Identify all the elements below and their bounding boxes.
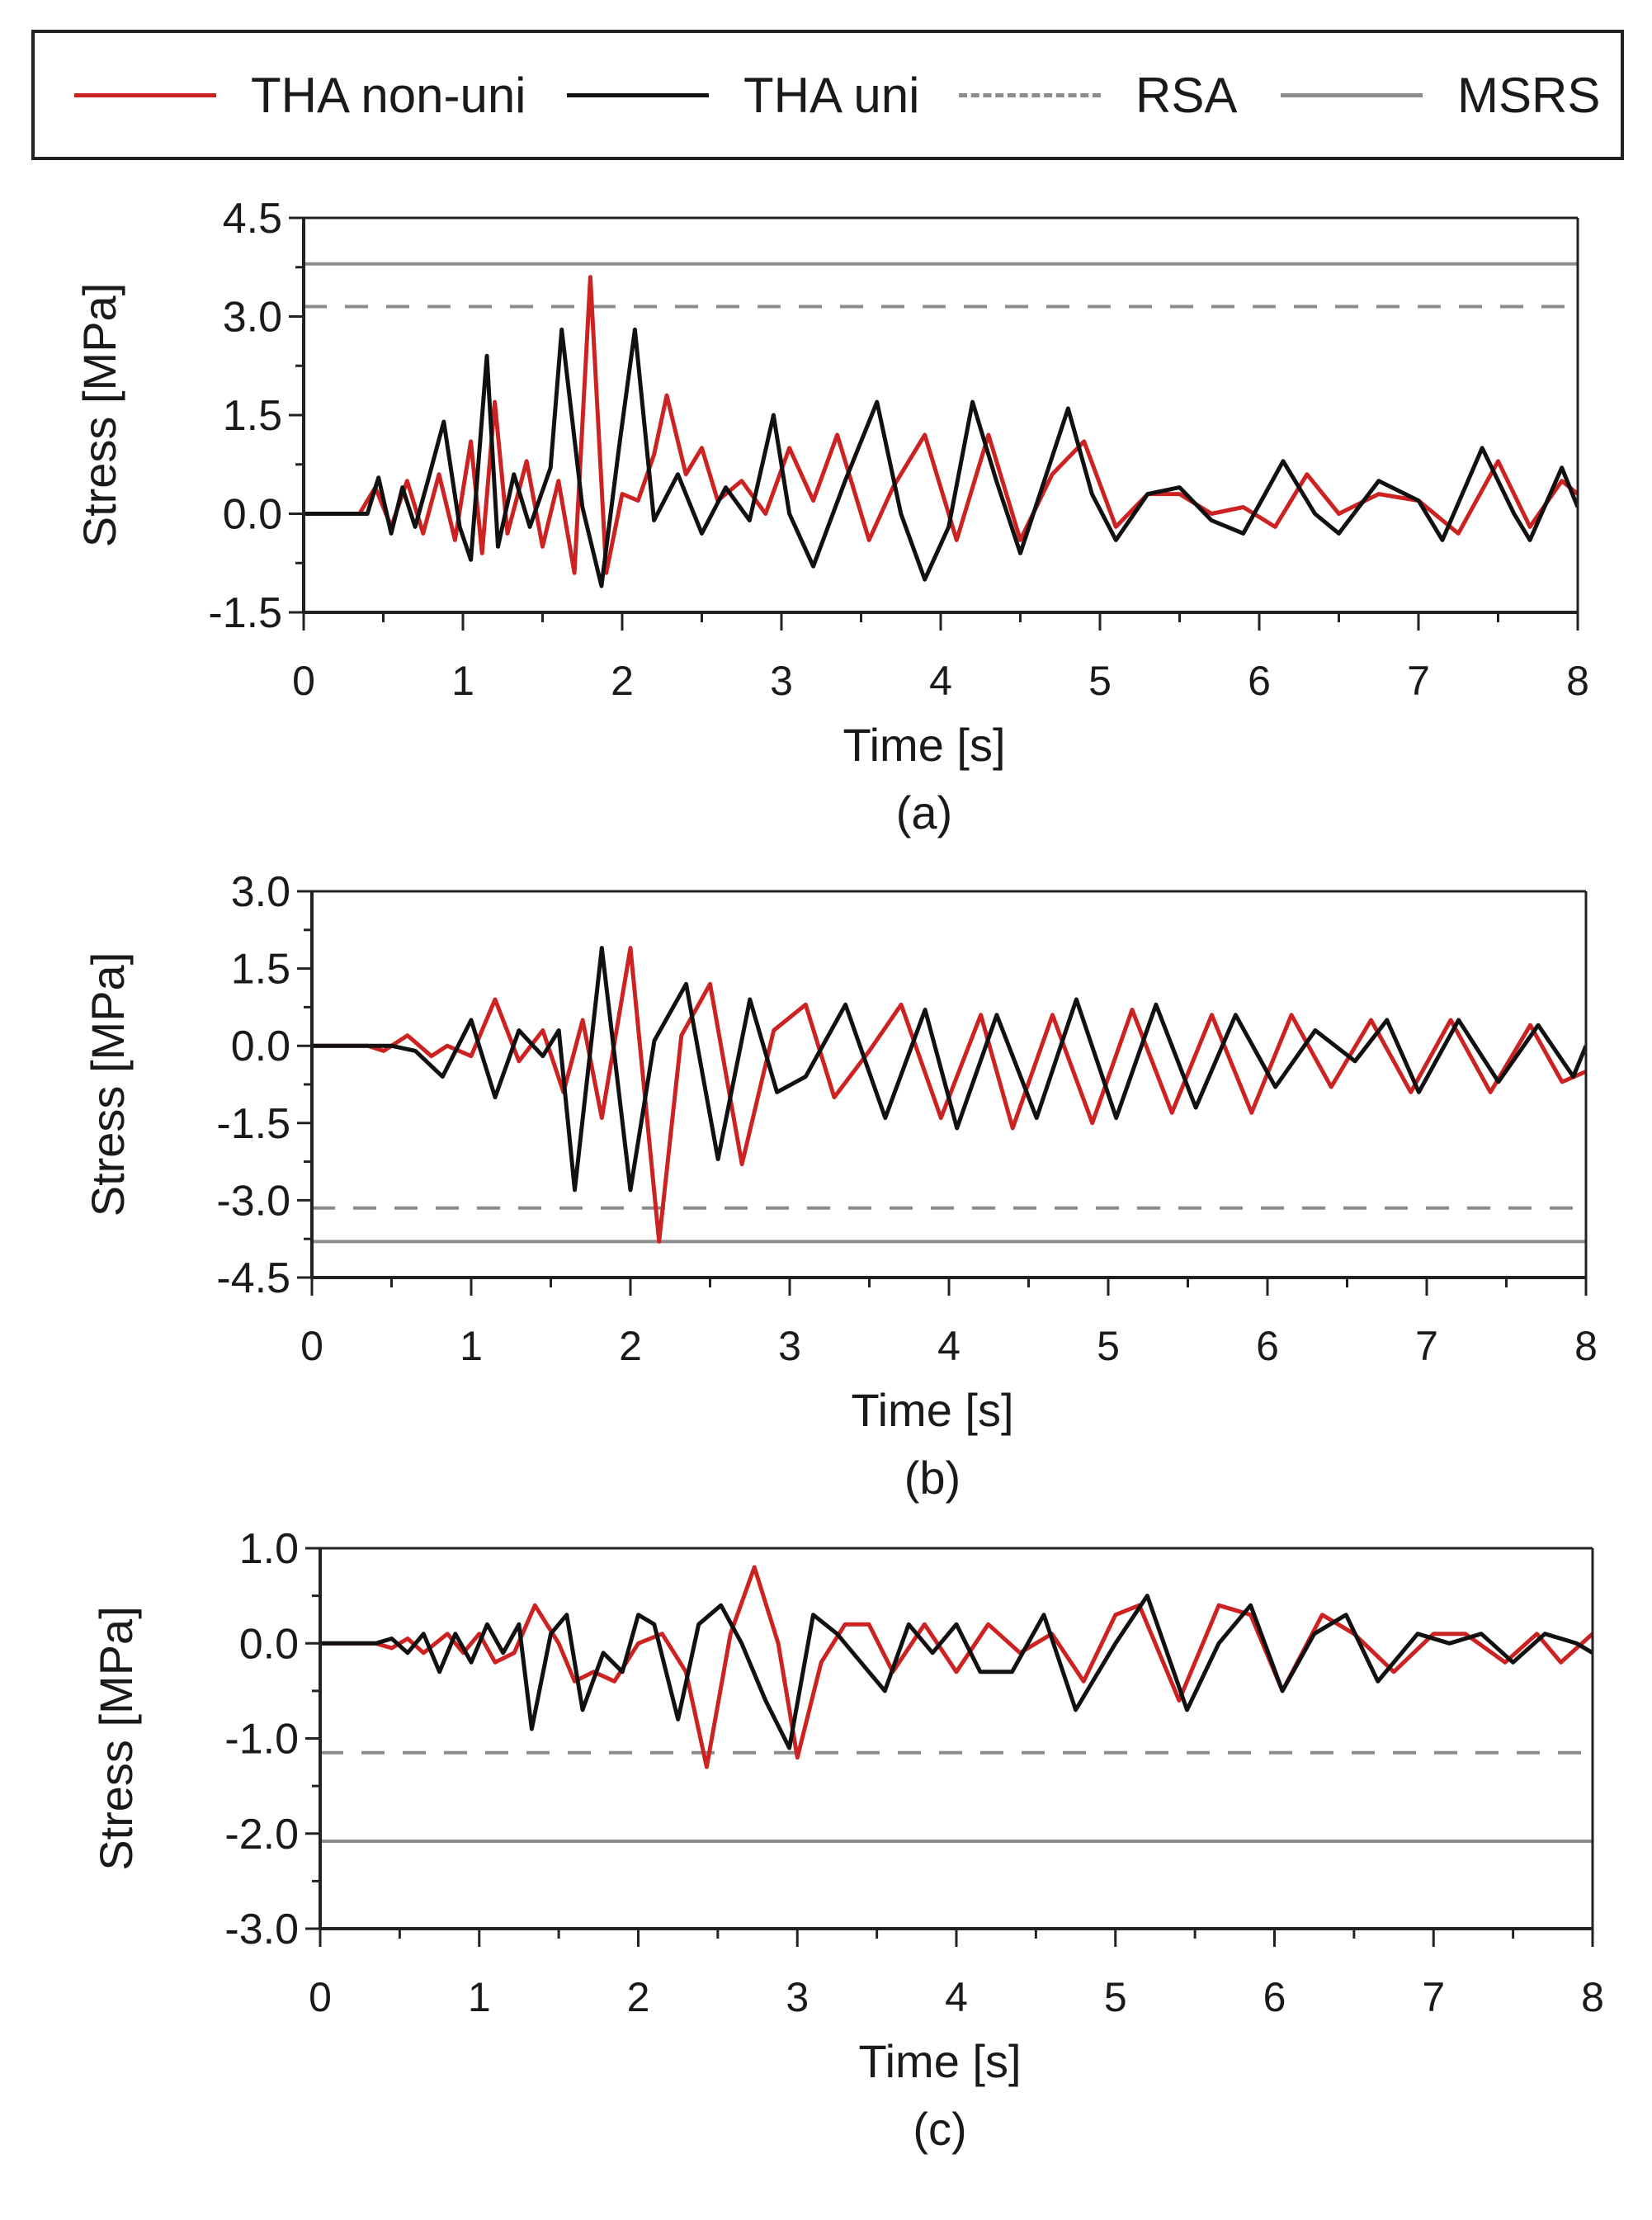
- legend-swatch-tha-uni: [567, 92, 709, 97]
- legend-swatch-tha-non-uni: [74, 92, 216, 97]
- panel-b-y-tick-label: 3.0: [231, 868, 290, 916]
- panel-a-x-tick-label: 3: [770, 658, 793, 704]
- panel-b-x-tick-label: 2: [619, 1323, 642, 1369]
- panel-c-x-tick-label: 8: [1581, 1974, 1604, 2020]
- panel-c-x-tick-label: 5: [1104, 1974, 1127, 2020]
- panel-c-y-tick-label: -3.0: [224, 1906, 299, 1953]
- panel-a-x-tick-label: 0: [292, 658, 315, 704]
- panel-b-x-tick-label: 4: [937, 1323, 961, 1369]
- panel-a-y-tick-label: 0.0: [223, 491, 282, 539]
- panel-b-y-tick-label: 1.5: [231, 946, 290, 994]
- panel-b-y-tick-label: -4.5: [216, 1254, 290, 1302]
- legend-item-tha-uni: THA uni: [567, 33, 919, 157]
- panel-a-x-tick-label: 1: [451, 658, 474, 704]
- panel-c-y-tick-label: 0.0: [239, 1620, 299, 1668]
- legend-item-msrs: MSRS: [1281, 33, 1600, 157]
- legend-item-rsa: RSA: [959, 33, 1237, 157]
- panel-c-x-tick-label: 3: [786, 1974, 809, 2020]
- panel-c-x-axis-title: Time [s]: [858, 2035, 1021, 2087]
- panel-a-y-tick-label: 1.5: [223, 392, 282, 440]
- panel-b-x-tick-label: 8: [1574, 1323, 1598, 1369]
- panel-a-x-tick-label: 4: [929, 658, 952, 704]
- panel-c-series-tha-non-uni: [320, 1565, 1593, 1769]
- panel-c-x-tick-label: 1: [468, 1974, 491, 2020]
- panel-a-x-tick-label: 7: [1407, 658, 1430, 704]
- panel-c-x-tick-label: 4: [945, 1974, 968, 2020]
- panel-a-label: (a): [896, 786, 952, 838]
- panel-c-y-axis-title: Stress [MPa]: [90, 1606, 142, 1871]
- panel-a-series-tha-uni: [304, 327, 1578, 588]
- panel-b-x-tick-label: 0: [300, 1323, 323, 1369]
- panel-a-x-axis-title: Time [s]: [843, 719, 1005, 771]
- panel-a-x-tick-label: 6: [1248, 658, 1271, 704]
- panel-b-y-tick-label: 0.0: [231, 1023, 290, 1070]
- panel-b-y-axis-title: Stress [MPa]: [82, 952, 134, 1217]
- panel-a-y-tick-label: 4.5: [223, 195, 282, 243]
- legend-label-rsa: RSA: [1135, 67, 1238, 123]
- panel-c-x-tick-label: 6: [1263, 1974, 1286, 2020]
- legend-item-tha-non-uni: THA non-uni: [74, 33, 526, 157]
- legend-swatch-rsa: [959, 92, 1101, 97]
- legend-swatch-msrs: [1281, 92, 1423, 97]
- panel-b-series-tha-non-uni: [312, 946, 1586, 1244]
- panel-a-x-tick-label: 5: [1088, 658, 1112, 704]
- legend-label-tha-non-uni: THA non-uni: [251, 67, 526, 123]
- panel-c-y-tick-label: 1.0: [239, 1525, 299, 1573]
- panel-b-series-tha-uni: [312, 946, 1586, 1193]
- panel-a-series-tha-non-uni: [304, 275, 1578, 575]
- panel-c-series-tha-uni: [320, 1594, 1593, 1750]
- panel-b-x-tick-label: 7: [1415, 1323, 1438, 1369]
- panel-b-x-tick-label: 1: [460, 1323, 483, 1369]
- panel-c-label: (c): [913, 2103, 966, 2155]
- legend: THA non-uni THA uni RSA MSRS: [31, 30, 1624, 160]
- panel-a-x-tick-label: 2: [611, 658, 634, 704]
- panel-c-x-tick-label: 0: [309, 1974, 332, 2020]
- panel-a-x-tick-label: 8: [1566, 658, 1589, 704]
- panel-b-x-tick-label: 3: [778, 1323, 801, 1369]
- panel-b-x-tick-label: 5: [1097, 1323, 1120, 1369]
- panel-a-y-tick-label: 3.0: [223, 294, 282, 342]
- panel-b-label: (b): [904, 1452, 961, 1504]
- panel-b-x-tick-label: 6: [1256, 1323, 1279, 1369]
- panel-c-x-tick-label: 2: [627, 1974, 650, 2020]
- panel-c-x-tick-label: 7: [1422, 1974, 1445, 2020]
- panel-c-y-tick-label: -1.0: [224, 1716, 299, 1764]
- panel-b-x-axis-title: Time [s]: [851, 1384, 1013, 1436]
- panel-b-y-tick-label: -3.0: [216, 1177, 290, 1225]
- legend-label-msrs: MSRS: [1457, 67, 1601, 123]
- legend-label-tha-uni: THA uni: [743, 67, 920, 123]
- panel-a-y-tick-label: -1.5: [208, 589, 282, 637]
- panel-b-y-tick-label: -1.5: [216, 1100, 290, 1148]
- panel-a-y-axis-title: Stress [MPa]: [73, 283, 125, 548]
- panel-c-y-tick-label: -2.0: [224, 1811, 299, 1859]
